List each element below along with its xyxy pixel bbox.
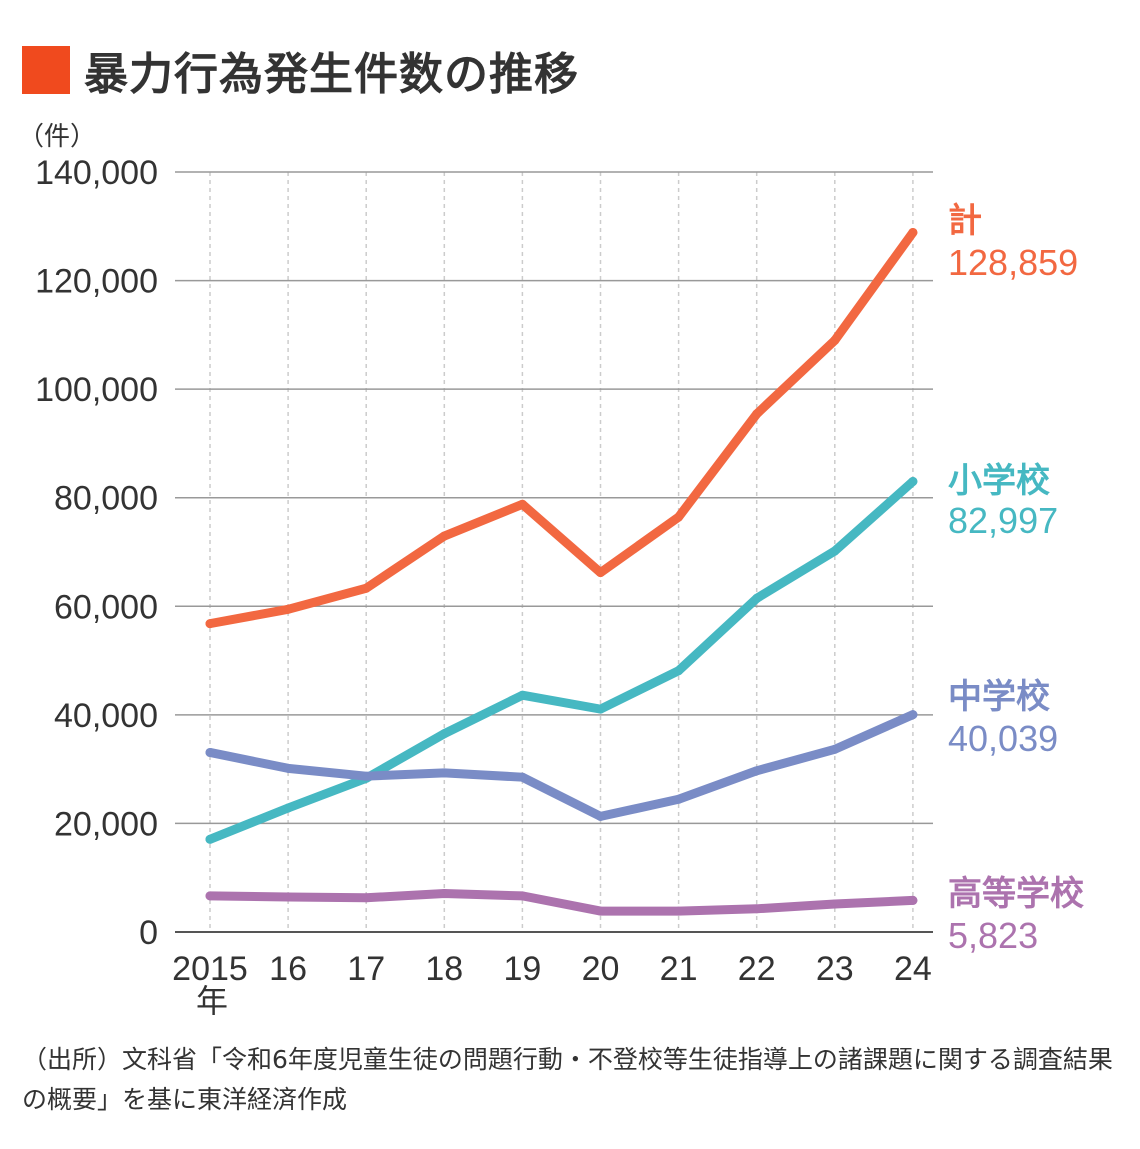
data-point: [674, 906, 684, 916]
data-point: [283, 763, 293, 773]
y-axis-unit: （件）: [18, 121, 96, 151]
data-point: [830, 899, 840, 909]
data-point: [205, 747, 215, 757]
line-chart: （件） 0 20,000 40,000 60,000 80,000 100,000 120,…: [18, 121, 1084, 1019]
y-tick-label: 60,000: [54, 588, 158, 626]
data-point: [283, 892, 293, 902]
series-end-value-label: 40,039: [948, 718, 1058, 759]
series-end-value-label: 82,997: [948, 500, 1058, 541]
data-point: [205, 834, 215, 844]
series-line-3: [205, 889, 918, 916]
data-point: [439, 768, 449, 778]
x-tick-label: 19: [503, 950, 541, 988]
y-tick-label: 40,000: [54, 697, 158, 735]
x-axis-unit: 年: [196, 983, 228, 1019]
data-point: [830, 744, 840, 754]
y-tick-label: 0: [139, 914, 158, 952]
data-point: [283, 803, 293, 813]
series-line-1: [205, 476, 918, 844]
x-tick-label: 20: [582, 950, 620, 988]
data-point: [361, 583, 371, 593]
series-name-label: 中学校: [948, 677, 1050, 716]
data-point: [517, 690, 527, 700]
x-tick-label: 18: [425, 950, 463, 988]
x-tick-label: 22: [738, 950, 776, 988]
series-name-label: 計: [948, 202, 982, 240]
x-tick-label: 2015: [172, 950, 248, 988]
data-point: [752, 904, 762, 914]
series-line-0: [205, 227, 918, 629]
x-tick-label: 17: [347, 950, 385, 988]
data-point: [752, 593, 762, 603]
series-end-value-label: 128,859: [948, 242, 1078, 283]
data-point: [596, 906, 605, 916]
data-point: [830, 335, 840, 345]
x-tick-label: 24: [894, 950, 932, 988]
data-point: [908, 895, 918, 905]
data-point: [361, 893, 371, 903]
data-point: [908, 227, 918, 237]
series-end-value-label: 5,823: [948, 915, 1038, 956]
y-tick-label: 20,000: [54, 805, 158, 843]
data-point: [205, 619, 215, 629]
x-tick-label: 23: [816, 950, 854, 988]
y-tick-label: 120,000: [35, 263, 158, 301]
data-point: [517, 772, 527, 782]
data-point: [830, 546, 840, 556]
title-marker: [22, 46, 70, 94]
data-point: [361, 771, 371, 781]
data-point: [283, 604, 293, 614]
data-point: [752, 766, 762, 776]
y-tick-label: 100,000: [35, 371, 158, 409]
data-point: [517, 891, 527, 901]
data-point: [674, 794, 684, 804]
data-point: [439, 531, 449, 541]
data-point: [674, 512, 684, 522]
y-tick-label: 140,000: [35, 154, 158, 192]
data-point: [752, 409, 762, 419]
data-point: [439, 729, 449, 739]
x-tick-label: 16: [269, 950, 307, 988]
data-point: [908, 710, 918, 720]
x-tick-label: 21: [660, 950, 698, 988]
data-point: [205, 891, 215, 901]
data-point: [908, 476, 918, 486]
chart-title: 暴力行為発生件数の推移: [22, 38, 579, 102]
y-tick-label: 80,000: [54, 480, 158, 518]
data-point: [596, 568, 605, 578]
series-line-2: [205, 710, 918, 821]
source-note: （出所）文科省「令和6年度児童生徒の問題行動・不登校等生徒指導上の諸課題に関する…: [22, 1045, 1113, 1114]
series-name-label: 高等学校: [948, 874, 1084, 913]
data-point: [439, 889, 449, 899]
data-point: [517, 499, 527, 509]
data-point: [596, 811, 605, 821]
series-name-label: 小学校: [948, 461, 1050, 500]
title-text: 暴力行為発生件数の推移: [84, 49, 579, 100]
data-point: [674, 666, 684, 676]
data-point: [596, 704, 605, 714]
